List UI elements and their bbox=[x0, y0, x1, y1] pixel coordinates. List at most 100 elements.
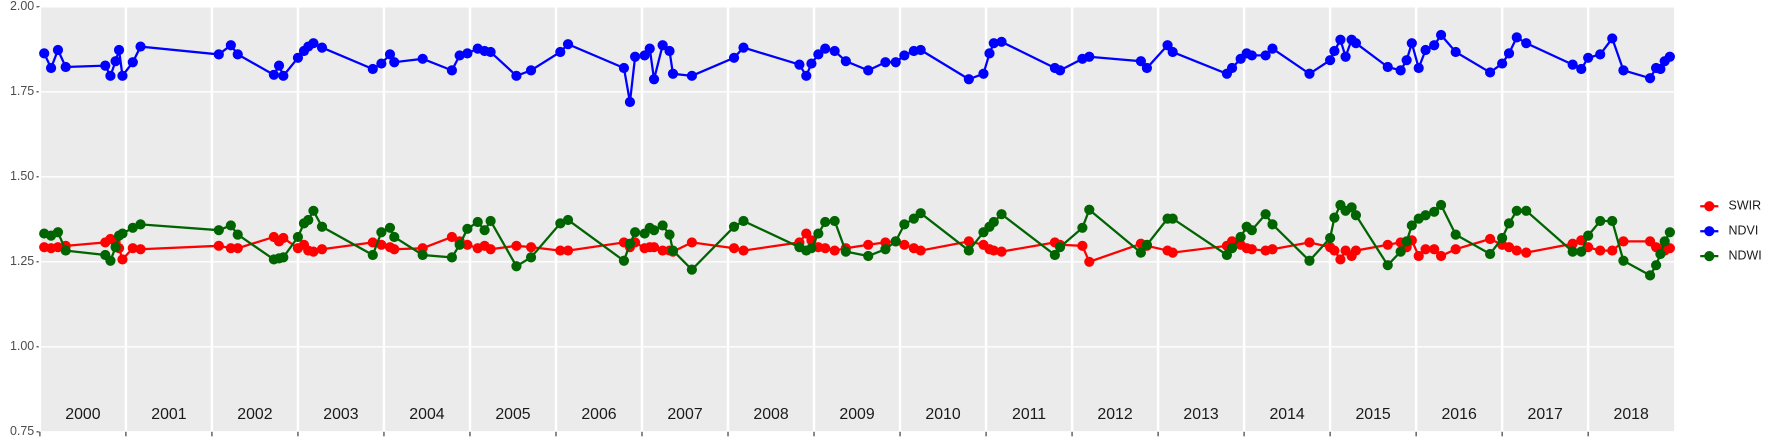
point bbox=[820, 243, 831, 254]
point bbox=[511, 240, 522, 251]
point bbox=[1413, 250, 1424, 262]
point bbox=[273, 60, 285, 71]
point bbox=[1401, 236, 1412, 247]
point bbox=[813, 49, 824, 60]
point bbox=[117, 70, 128, 81]
point bbox=[1618, 65, 1629, 76]
x-tick-label: 2006 bbox=[581, 406, 616, 423]
point bbox=[1382, 260, 1393, 271]
point bbox=[648, 225, 660, 236]
point bbox=[1595, 245, 1606, 256]
point bbox=[1655, 248, 1666, 260]
point bbox=[1395, 65, 1406, 76]
point bbox=[829, 45, 840, 57]
point bbox=[738, 215, 749, 227]
point bbox=[232, 243, 243, 254]
point bbox=[1595, 49, 1606, 60]
point bbox=[1401, 55, 1412, 66]
point bbox=[1664, 51, 1675, 62]
point bbox=[988, 38, 999, 49]
point bbox=[863, 239, 874, 250]
point bbox=[384, 49, 396, 60]
point bbox=[728, 52, 740, 63]
point bbox=[1350, 38, 1362, 49]
point bbox=[963, 74, 974, 85]
point bbox=[303, 214, 314, 226]
point bbox=[1135, 56, 1146, 67]
point bbox=[1521, 247, 1532, 258]
point bbox=[863, 65, 874, 76]
point bbox=[667, 245, 679, 256]
point bbox=[996, 246, 1007, 257]
point bbox=[1659, 236, 1670, 247]
point bbox=[820, 216, 831, 228]
x-tick-label: 2017 bbox=[1528, 406, 1563, 423]
point bbox=[1382, 239, 1393, 250]
point bbox=[890, 57, 901, 68]
point bbox=[213, 225, 224, 236]
point bbox=[1607, 33, 1618, 44]
point bbox=[630, 51, 641, 62]
point bbox=[1420, 210, 1431, 221]
point bbox=[1511, 32, 1522, 43]
point bbox=[1167, 213, 1178, 224]
point bbox=[1576, 63, 1587, 75]
point bbox=[1595, 215, 1606, 227]
point bbox=[105, 255, 116, 266]
y-tick-label: 1.00 bbox=[10, 339, 34, 353]
point bbox=[225, 220, 236, 231]
point bbox=[829, 215, 840, 227]
point bbox=[1260, 50, 1271, 61]
x-tick-label: 2010 bbox=[925, 406, 960, 423]
point bbox=[686, 70, 697, 81]
point bbox=[555, 218, 566, 229]
point bbox=[105, 70, 116, 81]
point bbox=[446, 65, 458, 76]
point bbox=[376, 58, 387, 69]
point bbox=[1395, 246, 1406, 257]
point bbox=[472, 216, 483, 228]
point bbox=[113, 44, 125, 56]
point bbox=[1450, 229, 1461, 240]
point bbox=[880, 244, 891, 255]
point bbox=[686, 264, 697, 275]
point bbox=[1521, 38, 1532, 49]
point bbox=[1664, 227, 1675, 238]
point bbox=[446, 231, 458, 243]
legend-marker bbox=[1704, 226, 1715, 237]
point bbox=[292, 231, 304, 243]
point bbox=[963, 245, 974, 256]
point bbox=[1651, 260, 1662, 271]
point bbox=[1618, 255, 1629, 266]
point bbox=[268, 69, 279, 80]
point bbox=[1503, 218, 1515, 229]
point bbox=[52, 44, 64, 56]
x-tick-label: 2002 bbox=[237, 406, 272, 423]
point bbox=[801, 70, 812, 81]
point bbox=[292, 52, 304, 63]
x-tick-label: 2008 bbox=[753, 406, 788, 423]
point bbox=[135, 219, 146, 230]
point bbox=[988, 245, 999, 256]
legend-label: NDVI bbox=[1729, 223, 1759, 237]
point bbox=[1335, 254, 1346, 265]
point bbox=[1497, 58, 1508, 69]
point bbox=[389, 57, 400, 68]
point bbox=[1304, 255, 1315, 266]
point bbox=[915, 44, 926, 56]
point bbox=[1267, 43, 1278, 54]
point bbox=[1141, 62, 1153, 74]
point bbox=[117, 254, 128, 265]
point bbox=[915, 245, 926, 256]
point bbox=[686, 237, 697, 248]
legend-marker bbox=[1704, 251, 1715, 262]
point bbox=[1304, 68, 1315, 79]
point bbox=[232, 229, 243, 240]
point bbox=[644, 43, 655, 54]
point bbox=[454, 239, 465, 250]
point bbox=[462, 48, 473, 59]
point bbox=[1246, 244, 1257, 255]
point bbox=[1435, 250, 1447, 262]
point bbox=[624, 96, 636, 108]
